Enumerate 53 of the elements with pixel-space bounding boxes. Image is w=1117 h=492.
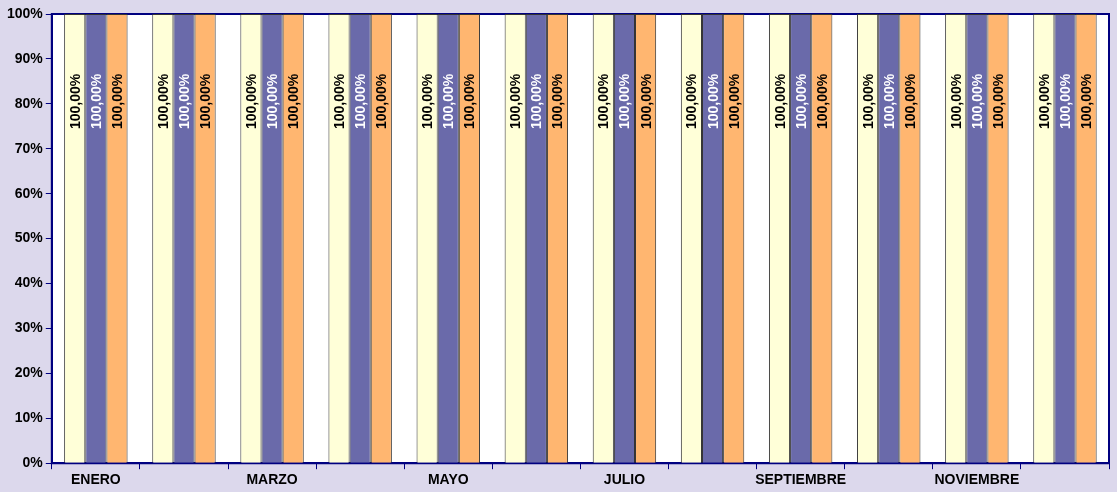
- y-tick-label: 30%: [14, 319, 44, 336]
- x-tick-label: MARZO: [246, 471, 298, 488]
- y-tick-label: 50%: [14, 229, 44, 246]
- y-tick-label: 80%: [14, 94, 44, 111]
- data-label: 100,00%: [683, 73, 700, 129]
- y-tick-label: 60%: [14, 184, 44, 201]
- data-label: 100,00%: [242, 73, 259, 129]
- x-tick-label: SEPTIEMBRE: [755, 471, 847, 488]
- x-tick-label: NOVIEMBRE: [934, 471, 1020, 488]
- data-label: 100,00%: [1078, 73, 1095, 129]
- x-tick-label: ENERO: [70, 471, 121, 488]
- data-label: 100,00%: [285, 73, 302, 129]
- data-label: 100,00%: [109, 73, 125, 129]
- data-label: 100,00%: [901, 73, 918, 129]
- data-label: 100,00%: [771, 73, 788, 129]
- data-label: 100,00%: [373, 73, 390, 129]
- data-label: 100,00%: [154, 73, 171, 129]
- data-label: 100,00%: [528, 73, 545, 129]
- y-tick-label: 10%: [14, 409, 44, 426]
- x-tick-label: JULIO: [603, 471, 646, 488]
- data-label: 100,00%: [419, 73, 436, 129]
- data-label: 100,00%: [859, 73, 876, 129]
- data-label: 100,00%: [880, 73, 897, 129]
- x-tick-label: MAYO: [427, 471, 469, 488]
- data-label: 100,00%: [1035, 73, 1052, 129]
- data-label: 100,00%: [461, 73, 478, 129]
- y-tick-label: 70%: [14, 139, 44, 156]
- data-label: 100,00%: [1056, 73, 1073, 129]
- data-label: 100,00%: [989, 73, 1006, 129]
- data-label: 100,00%: [947, 73, 964, 129]
- data-label: 100,00%: [175, 73, 192, 129]
- data-label: 100,00%: [440, 73, 457, 129]
- data-label: 100,00%: [813, 73, 830, 129]
- data-label: 100,00%: [66, 73, 83, 129]
- data-label: 100,00%: [264, 73, 281, 129]
- data-label: 100,00%: [549, 73, 566, 129]
- data-label: 100,00%: [704, 73, 721, 129]
- y-tick-label: 100%: [6, 4, 44, 21]
- data-label: 100,00%: [352, 73, 369, 129]
- data-label: 100,00%: [595, 73, 612, 129]
- y-tick-label: 0%: [22, 454, 44, 471]
- data-label: 100,00%: [197, 73, 214, 129]
- data-label: 100,00%: [968, 73, 985, 129]
- data-label: 100,00%: [725, 73, 742, 129]
- data-label: 100,00%: [331, 73, 348, 129]
- y-tick-label: 90%: [14, 49, 44, 66]
- data-label: 100,00%: [637, 73, 654, 129]
- y-tick-label: 20%: [14, 364, 44, 381]
- data-label: 100,00%: [507, 73, 524, 129]
- data-label: 100,00%: [87, 73, 104, 129]
- y-tick-label: 40%: [14, 274, 44, 291]
- data-label: 100,00%: [792, 73, 809, 129]
- data-label: 100,00%: [616, 73, 633, 129]
